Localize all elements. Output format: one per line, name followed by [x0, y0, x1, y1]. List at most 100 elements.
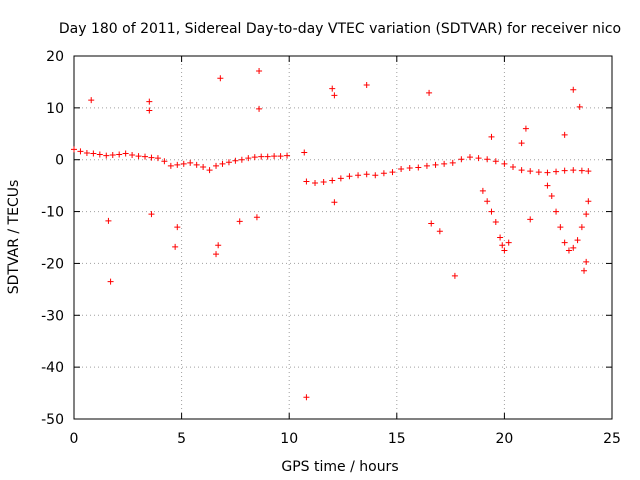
data-marker	[432, 161, 439, 168]
data-marker	[585, 198, 592, 205]
data-marker	[284, 152, 291, 159]
x-tick-labels: 0 5 10 15 20 25	[70, 431, 621, 447]
data-marker	[535, 169, 542, 176]
data-marker	[553, 168, 560, 175]
data-marker	[449, 159, 456, 166]
data-marker	[122, 150, 129, 157]
outlier-marker	[172, 243, 179, 250]
data-marker	[303, 178, 310, 185]
data-marker	[578, 167, 585, 174]
data-marker	[518, 167, 525, 174]
outlier-marker	[174, 224, 181, 231]
outlier-marker	[428, 220, 435, 227]
data-marker	[96, 151, 103, 158]
data-marker	[570, 167, 577, 174]
data-marker	[193, 161, 200, 168]
outlier-marker	[522, 125, 529, 132]
data-marker	[167, 162, 174, 169]
data-marker	[570, 244, 577, 251]
data-marker	[264, 153, 271, 160]
data-points	[71, 68, 592, 401]
outlier-marker	[363, 82, 370, 89]
outlier-marker	[217, 75, 224, 82]
y-tick-label: 10	[46, 101, 64, 117]
data-marker	[103, 152, 110, 159]
data-marker	[497, 234, 504, 241]
data-marker	[320, 179, 327, 186]
outlier-marker	[215, 242, 222, 249]
data-marker	[423, 162, 430, 169]
data-marker	[492, 158, 499, 165]
data-marker	[337, 175, 344, 182]
data-marker	[398, 166, 405, 173]
data-marker	[527, 168, 534, 175]
x-tick-label: 25	[603, 431, 621, 447]
data-marker	[501, 247, 508, 254]
data-marker	[475, 155, 482, 162]
x-tick-label: 0	[70, 431, 79, 447]
outlier-marker	[301, 149, 308, 156]
data-marker	[406, 165, 413, 172]
data-marker	[83, 149, 90, 156]
data-marker	[561, 239, 568, 246]
data-marker	[180, 160, 187, 167]
data-marker	[578, 224, 585, 231]
data-marker	[544, 182, 551, 189]
data-marker	[142, 153, 149, 160]
outlier-marker	[303, 394, 310, 401]
data-marker	[109, 152, 116, 159]
data-marker	[372, 172, 379, 179]
axis-ticks	[73, 55, 613, 420]
outlier-marker	[488, 133, 495, 140]
outlier-marker	[256, 68, 263, 75]
outlier-marker	[581, 267, 588, 274]
data-marker	[501, 160, 508, 167]
data-marker	[380, 170, 387, 177]
outlier-marker	[451, 272, 458, 279]
data-marker	[553, 208, 560, 215]
data-marker	[466, 154, 473, 161]
outlier-marker	[518, 140, 525, 147]
data-marker	[258, 153, 265, 160]
data-marker	[148, 154, 155, 161]
plot-frame	[73, 55, 613, 420]
outlier-marker	[88, 97, 95, 104]
data-marker	[458, 156, 465, 163]
data-marker	[557, 224, 564, 231]
data-marker	[346, 173, 353, 180]
y-axis-label: SDTVAR / TECUs	[6, 180, 22, 295]
data-marker	[583, 211, 590, 218]
outlier-marker	[236, 218, 243, 225]
data-marker	[488, 208, 495, 215]
data-marker	[129, 152, 136, 159]
data-marker	[135, 153, 142, 160]
outlier-marker	[213, 251, 220, 258]
data-marker	[77, 148, 84, 155]
outlier-marker	[107, 278, 114, 285]
data-marker	[271, 153, 278, 160]
data-marker	[492, 218, 499, 225]
data-marker	[499, 242, 506, 249]
data-marker	[90, 150, 97, 157]
data-marker	[161, 158, 168, 165]
data-marker	[389, 169, 396, 176]
outlier-marker	[331, 199, 338, 206]
data-marker	[277, 153, 284, 160]
data-marker	[116, 151, 123, 158]
data-marker	[225, 159, 232, 166]
data-marker	[484, 156, 491, 163]
outlier-marker	[146, 107, 153, 114]
data-marker	[238, 156, 245, 163]
outlier-marker	[148, 211, 155, 218]
y-tick-label: 20	[46, 49, 64, 65]
data-marker	[574, 237, 581, 244]
data-marker	[544, 169, 551, 176]
data-marker	[355, 172, 362, 179]
x-tick-label: 5	[177, 431, 186, 447]
data-marker	[174, 161, 181, 168]
y-tick-label: -10	[41, 205, 64, 221]
data-marker	[505, 239, 512, 246]
outlier-marker	[561, 131, 568, 138]
data-marker	[329, 177, 336, 184]
outlier-marker	[146, 98, 153, 105]
